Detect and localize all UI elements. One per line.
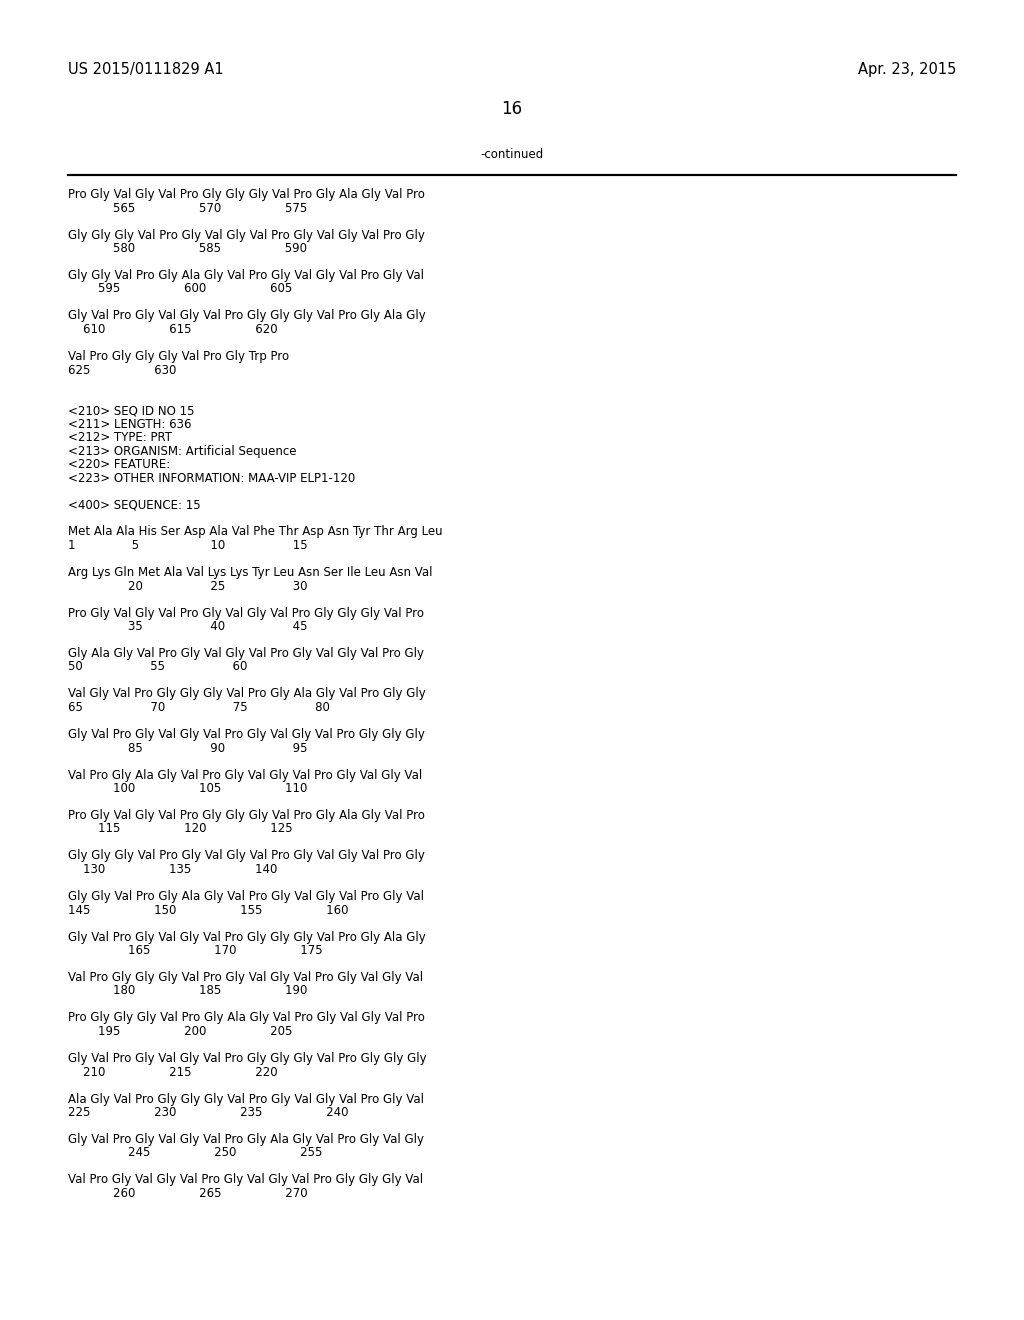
Text: 115                 120                 125: 115 120 125 bbox=[68, 822, 293, 836]
Text: Pro Gly Val Gly Val Pro Gly Val Gly Val Pro Gly Gly Gly Val Pro: Pro Gly Val Gly Val Pro Gly Val Gly Val … bbox=[68, 606, 424, 619]
Text: 610                 615                 620: 610 615 620 bbox=[68, 323, 278, 337]
Text: Gly Val Pro Gly Val Gly Val Pro Gly Gly Gly Val Pro Gly Gly Gly: Gly Val Pro Gly Val Gly Val Pro Gly Gly … bbox=[68, 1052, 427, 1065]
Text: <213> ORGANISM: Artificial Sequence: <213> ORGANISM: Artificial Sequence bbox=[68, 445, 297, 458]
Text: 50                  55                  60: 50 55 60 bbox=[68, 660, 248, 673]
Text: 1               5                   10                  15: 1 5 10 15 bbox=[68, 539, 307, 552]
Text: Apr. 23, 2015: Apr. 23, 2015 bbox=[858, 62, 956, 77]
Text: Pro Gly Val Gly Val Pro Gly Gly Gly Val Pro Gly Ala Gly Val Pro: Pro Gly Val Gly Val Pro Gly Gly Gly Val … bbox=[68, 187, 425, 201]
Text: Val Gly Val Pro Gly Gly Gly Val Pro Gly Ala Gly Val Pro Gly Gly: Val Gly Val Pro Gly Gly Gly Val Pro Gly … bbox=[68, 688, 426, 701]
Text: <400> SEQUENCE: 15: <400> SEQUENCE: 15 bbox=[68, 499, 201, 511]
Text: Gly Ala Gly Val Pro Gly Val Gly Val Pro Gly Val Gly Val Pro Gly: Gly Ala Gly Val Pro Gly Val Gly Val Pro … bbox=[68, 647, 424, 660]
Text: Gly Val Pro Gly Val Gly Val Pro Gly Gly Gly Val Pro Gly Ala Gly: Gly Val Pro Gly Val Gly Val Pro Gly Gly … bbox=[68, 309, 426, 322]
Text: US 2015/0111829 A1: US 2015/0111829 A1 bbox=[68, 62, 223, 77]
Text: 225                 230                 235                 240: 225 230 235 240 bbox=[68, 1106, 348, 1119]
Text: 595                 600                 605: 595 600 605 bbox=[68, 282, 292, 296]
Text: 260                 265                 270: 260 265 270 bbox=[68, 1187, 307, 1200]
Text: 85                  90                  95: 85 90 95 bbox=[68, 742, 307, 755]
Text: 100                 105                 110: 100 105 110 bbox=[68, 781, 307, 795]
Text: -continued: -continued bbox=[480, 148, 544, 161]
Text: Ala Gly Val Pro Gly Gly Gly Val Pro Gly Val Gly Val Pro Gly Val: Ala Gly Val Pro Gly Gly Gly Val Pro Gly … bbox=[68, 1093, 424, 1106]
Text: Gly Gly Gly Val Pro Gly Val Gly Val Pro Gly Val Gly Val Pro Gly: Gly Gly Gly Val Pro Gly Val Gly Val Pro … bbox=[68, 850, 425, 862]
Text: Val Pro Gly Val Gly Val Pro Gly Val Gly Val Pro Gly Gly Gly Val: Val Pro Gly Val Gly Val Pro Gly Val Gly … bbox=[68, 1173, 423, 1187]
Text: Gly Val Pro Gly Val Gly Val Pro Gly Val Gly Val Pro Gly Gly Gly: Gly Val Pro Gly Val Gly Val Pro Gly Val … bbox=[68, 729, 425, 741]
Text: 245                 250                 255: 245 250 255 bbox=[68, 1147, 323, 1159]
Text: 210                 215                 220: 210 215 220 bbox=[68, 1065, 278, 1078]
Text: 165                 170                 175: 165 170 175 bbox=[68, 944, 323, 957]
Text: Val Pro Gly Ala Gly Val Pro Gly Val Gly Val Pro Gly Val Gly Val: Val Pro Gly Ala Gly Val Pro Gly Val Gly … bbox=[68, 768, 422, 781]
Text: <223> OTHER INFORMATION: MAA-VIP ELP1-120: <223> OTHER INFORMATION: MAA-VIP ELP1-12… bbox=[68, 471, 355, 484]
Text: 130                 135                 140: 130 135 140 bbox=[68, 863, 278, 876]
Text: Pro Gly Gly Gly Val Pro Gly Ala Gly Val Pro Gly Val Gly Val Pro: Pro Gly Gly Gly Val Pro Gly Ala Gly Val … bbox=[68, 1011, 425, 1024]
Text: Gly Val Pro Gly Val Gly Val Pro Gly Ala Gly Val Pro Gly Val Gly: Gly Val Pro Gly Val Gly Val Pro Gly Ala … bbox=[68, 1133, 424, 1146]
Text: 580                 585                 590: 580 585 590 bbox=[68, 242, 307, 255]
Text: Met Ala Ala His Ser Asp Ala Val Phe Thr Asp Asn Tyr Thr Arg Leu: Met Ala Ala His Ser Asp Ala Val Phe Thr … bbox=[68, 525, 442, 539]
Text: 565                 570                 575: 565 570 575 bbox=[68, 202, 307, 214]
Text: 625                 630: 625 630 bbox=[68, 363, 176, 376]
Text: Val Pro Gly Gly Gly Val Pro Gly Val Gly Val Pro Gly Val Gly Val: Val Pro Gly Gly Gly Val Pro Gly Val Gly … bbox=[68, 972, 423, 983]
Text: 65                  70                  75                  80: 65 70 75 80 bbox=[68, 701, 330, 714]
Text: <220> FEATURE:: <220> FEATURE: bbox=[68, 458, 170, 471]
Text: 16: 16 bbox=[502, 100, 522, 117]
Text: Val Pro Gly Gly Gly Val Pro Gly Trp Pro: Val Pro Gly Gly Gly Val Pro Gly Trp Pro bbox=[68, 350, 289, 363]
Text: Pro Gly Val Gly Val Pro Gly Gly Gly Val Pro Gly Ala Gly Val Pro: Pro Gly Val Gly Val Pro Gly Gly Gly Val … bbox=[68, 809, 425, 822]
Text: <211> LENGTH: 636: <211> LENGTH: 636 bbox=[68, 417, 191, 430]
Text: 20                  25                  30: 20 25 30 bbox=[68, 579, 307, 593]
Text: Gly Gly Val Pro Gly Ala Gly Val Pro Gly Val Gly Val Pro Gly Val: Gly Gly Val Pro Gly Ala Gly Val Pro Gly … bbox=[68, 890, 424, 903]
Text: 180                 185                 190: 180 185 190 bbox=[68, 985, 307, 998]
Text: 195                 200                 205: 195 200 205 bbox=[68, 1026, 293, 1038]
Text: 35                  40                  45: 35 40 45 bbox=[68, 620, 307, 634]
Text: 145                 150                 155                 160: 145 150 155 160 bbox=[68, 903, 348, 916]
Text: Gly Gly Val Pro Gly Ala Gly Val Pro Gly Val Gly Val Pro Gly Val: Gly Gly Val Pro Gly Ala Gly Val Pro Gly … bbox=[68, 269, 424, 282]
Text: <210> SEQ ID NO 15: <210> SEQ ID NO 15 bbox=[68, 404, 195, 417]
Text: Gly Val Pro Gly Val Gly Val Pro Gly Gly Gly Val Pro Gly Ala Gly: Gly Val Pro Gly Val Gly Val Pro Gly Gly … bbox=[68, 931, 426, 944]
Text: <212> TYPE: PRT: <212> TYPE: PRT bbox=[68, 432, 172, 444]
Text: Arg Lys Gln Met Ala Val Lys Lys Tyr Leu Asn Ser Ile Leu Asn Val: Arg Lys Gln Met Ala Val Lys Lys Tyr Leu … bbox=[68, 566, 432, 579]
Text: Gly Gly Gly Val Pro Gly Val Gly Val Pro Gly Val Gly Val Pro Gly: Gly Gly Gly Val Pro Gly Val Gly Val Pro … bbox=[68, 228, 425, 242]
